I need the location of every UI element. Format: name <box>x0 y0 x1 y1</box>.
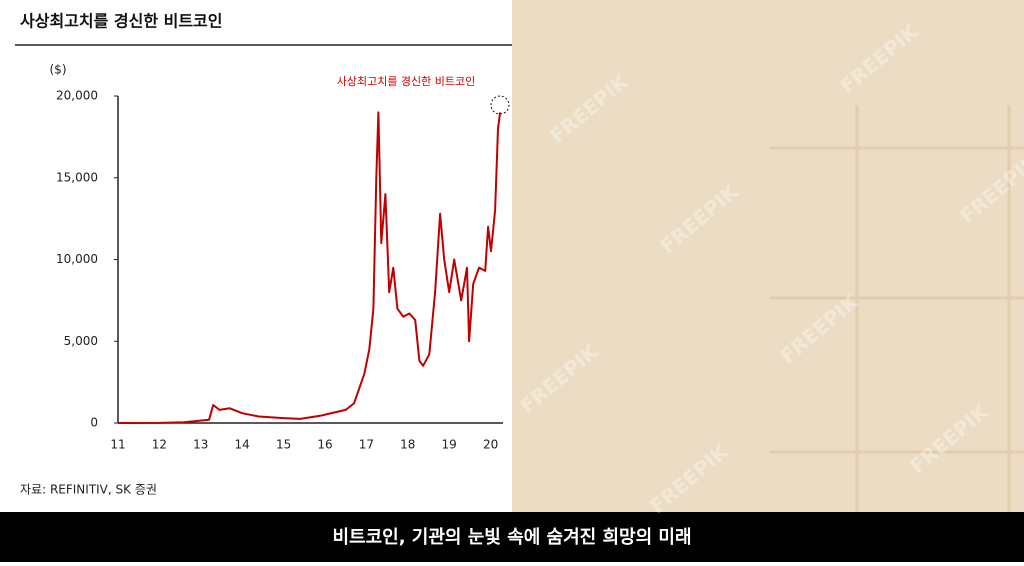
background-panel <box>512 0 1024 512</box>
y-tick-label: 5,000 <box>64 334 98 348</box>
x-tick-label: 20 <box>483 438 498 452</box>
chart-panel <box>0 0 512 512</box>
x-tick-label: 13 <box>193 438 208 452</box>
x-tick-label: 15 <box>276 438 291 452</box>
y-tick-label: 15,000 <box>56 170 98 184</box>
background-grid <box>770 105 1024 512</box>
x-tick-label: 17 <box>359 438 374 452</box>
x-tick-label: 16 <box>317 438 332 452</box>
y-tick-label: 10,000 <box>56 252 98 266</box>
annotation: 사상최고치를 경신한 비트코인 <box>337 75 476 88</box>
price-line <box>117 111 502 424</box>
x-tick-label: 18 <box>400 438 415 452</box>
y-tick-label: 20,000 <box>56 89 98 103</box>
caption-bar <box>0 512 1024 562</box>
y-tick-label: 0 <box>90 416 98 430</box>
x-tick-label: 11 <box>110 438 125 452</box>
y-unit: ($) <box>50 63 67 77</box>
chart-title: 사상최고치를 경신한 비트코인 <box>20 12 223 31</box>
x-tick-label: 12 <box>152 438 167 452</box>
caption: 비트코인, 기관의 눈빛 속에 숨겨진 희망의 미래 <box>332 527 691 548</box>
source: 자료: REFINITIV, SK 증권 <box>20 483 157 497</box>
x-tick-label: 19 <box>442 438 457 452</box>
x-tick-label: 14 <box>235 438 250 452</box>
highlight-circle <box>490 95 510 115</box>
